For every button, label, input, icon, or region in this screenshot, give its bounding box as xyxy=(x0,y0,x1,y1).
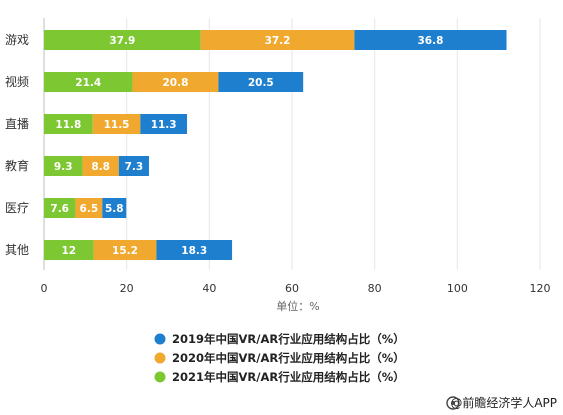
bar-segment xyxy=(44,114,93,134)
bar-segment xyxy=(218,72,304,92)
x-axis-unit-label: 单位：% xyxy=(276,299,319,313)
legend-label: 2020年中国VR/AR行业应用结构占比（%） xyxy=(172,351,405,365)
bar-segment xyxy=(44,72,133,92)
bar-segment xyxy=(93,240,157,260)
x-tick-label: 120 xyxy=(530,282,551,295)
bar-segment xyxy=(44,240,94,260)
data-label: 11.8 xyxy=(55,119,81,131)
x-axis-ticks: 0 20 40 60 80 100 120 xyxy=(41,282,551,295)
data-label: 21.4 xyxy=(75,77,101,89)
category-label: 游戏 xyxy=(5,33,29,47)
bar-segment xyxy=(200,30,355,50)
bar-segment xyxy=(44,156,83,176)
legend-marker xyxy=(154,333,166,345)
data-label: 7.3 xyxy=(125,161,144,173)
bar-segment xyxy=(92,114,141,134)
data-label: 11.3 xyxy=(151,119,177,131)
data-label: 11.5 xyxy=(104,119,130,131)
x-tick-label: 40 xyxy=(202,282,216,295)
data-label: 37.9 xyxy=(109,35,135,47)
data-label: 37.2 xyxy=(265,35,291,47)
bar-segment xyxy=(354,30,507,50)
grid xyxy=(43,18,541,270)
bar-segment xyxy=(132,72,219,92)
data-label: 20.5 xyxy=(248,77,274,89)
x-tick-label: 80 xyxy=(368,282,382,295)
footer-logo-icon xyxy=(446,396,460,410)
legend: 2019年中国VR/AR行业应用结构占比（%） 2020年中国VR/AR行业应用结… xyxy=(154,332,405,384)
category-label: 直播 xyxy=(5,117,29,131)
legend-marker xyxy=(154,352,166,364)
category-label: 其他 xyxy=(5,243,29,257)
data-label: 8.8 xyxy=(91,161,110,173)
category-label: 医疗 xyxy=(5,201,29,215)
data-label: 15.2 xyxy=(112,245,138,257)
data-label: 9.3 xyxy=(54,161,73,173)
bar-segment xyxy=(44,198,76,218)
bar-segment xyxy=(75,198,103,218)
bar-segment xyxy=(156,240,233,260)
category-label: 教育 xyxy=(5,158,29,173)
data-label: 5.8 xyxy=(105,203,124,215)
bars: 37.9 37.2 36.8 21.4 20.8 20.5 11.8 11.5 11.3 9.3 8… xyxy=(44,30,507,260)
footer-source: @前瞻经济学人APP xyxy=(450,395,557,410)
data-label: 36.8 xyxy=(418,35,444,47)
data-label: 12 xyxy=(61,245,76,257)
x-tick-label: 100 xyxy=(447,282,468,295)
legend-label: 2019年中国VR/AR行业应用结构占比（%） xyxy=(172,332,405,346)
bar-segment xyxy=(44,30,201,50)
bar-segment xyxy=(102,198,127,218)
bar-segment xyxy=(82,156,119,176)
x-tick-label: 60 xyxy=(285,282,299,295)
data-label: 6.5 xyxy=(80,203,99,215)
category-label: 视频 xyxy=(5,74,29,89)
legend-marker xyxy=(154,371,166,383)
data-label: 18.3 xyxy=(181,245,207,257)
data-label: 20.8 xyxy=(162,77,188,89)
bar-segment xyxy=(140,114,188,134)
x-tick-label: 20 xyxy=(120,282,134,295)
x-tick-label: 0 xyxy=(41,282,48,295)
bar-segment xyxy=(118,156,149,176)
legend-label: 2021年中国VR/AR行业应用结构占比（%） xyxy=(172,370,405,384)
data-label: 7.6 xyxy=(50,203,69,215)
